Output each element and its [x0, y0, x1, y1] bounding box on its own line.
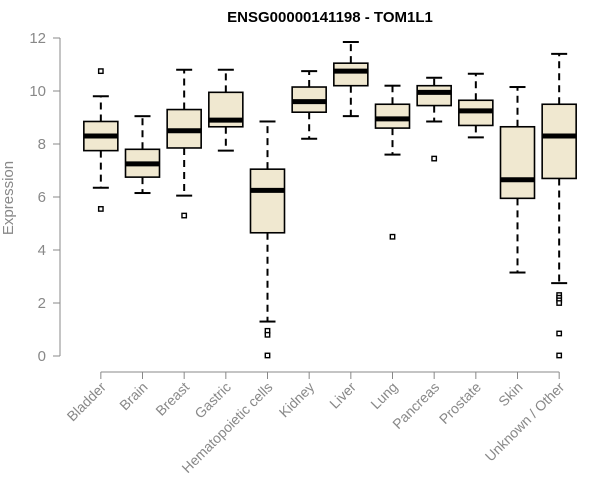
y-tick-label: 0 — [38, 348, 46, 365]
outlier-point — [264, 331, 271, 338]
outlier-point — [556, 352, 563, 359]
box-iqr — [249, 168, 286, 234]
y-axis: 0 2 4 6 8 10 12 — [29, 30, 61, 365]
outlier-point — [556, 330, 563, 337]
box-bladder — [83, 68, 119, 212]
outlier-point — [389, 233, 396, 240]
outlier-point — [97, 68, 104, 75]
box-liver — [333, 40, 369, 118]
box-unknown-other — [541, 52, 577, 359]
chart-title: ENSG00000141198 - TOM1L1 — [227, 9, 433, 26]
box-iqr — [541, 103, 577, 180]
box-skin — [499, 86, 536, 274]
x-tick-label: Bladder — [64, 379, 110, 425]
x-tick-label: Brain — [116, 379, 150, 413]
box-kidney — [291, 70, 327, 140]
x-tick-label: Lung — [367, 379, 400, 412]
y-tick-label: 12 — [29, 30, 46, 47]
y-tick-label: 10 — [29, 83, 46, 100]
x-tick-label: Breast — [152, 379, 192, 419]
box-pancreas — [416, 76, 452, 162]
y-axis-label: Expression — [0, 161, 17, 235]
outlier-point — [431, 155, 438, 162]
box-iqr — [333, 62, 369, 87]
x-tick-label: Unknown / Other — [482, 379, 568, 465]
outlier-point — [97, 206, 104, 212]
y-tick-label: 2 — [38, 295, 46, 312]
outlier-point — [264, 352, 271, 359]
x-tick-label: Skin — [495, 379, 526, 410]
boxes-group — [83, 40, 577, 359]
y-tick-label: 4 — [38, 242, 46, 259]
box-lung — [374, 84, 411, 240]
box-iqr — [499, 125, 536, 200]
box-iqr — [374, 103, 411, 129]
box-prostate — [458, 72, 494, 139]
box-iqr — [416, 84, 452, 107]
outlier-point — [181, 212, 188, 219]
y-tick-label: 8 — [38, 136, 46, 153]
box-brain — [124, 115, 161, 195]
box-hematopoietic-cells — [249, 120, 286, 359]
x-tick-label: Liver — [326, 379, 359, 412]
x-tick-label: Prostate — [436, 379, 484, 427]
outlier-point — [556, 300, 563, 306]
y-tick-label: 6 — [38, 189, 46, 206]
box-breast — [166, 68, 202, 219]
box-gastric — [208, 68, 244, 152]
x-tick-label: Kidney — [276, 379, 318, 421]
